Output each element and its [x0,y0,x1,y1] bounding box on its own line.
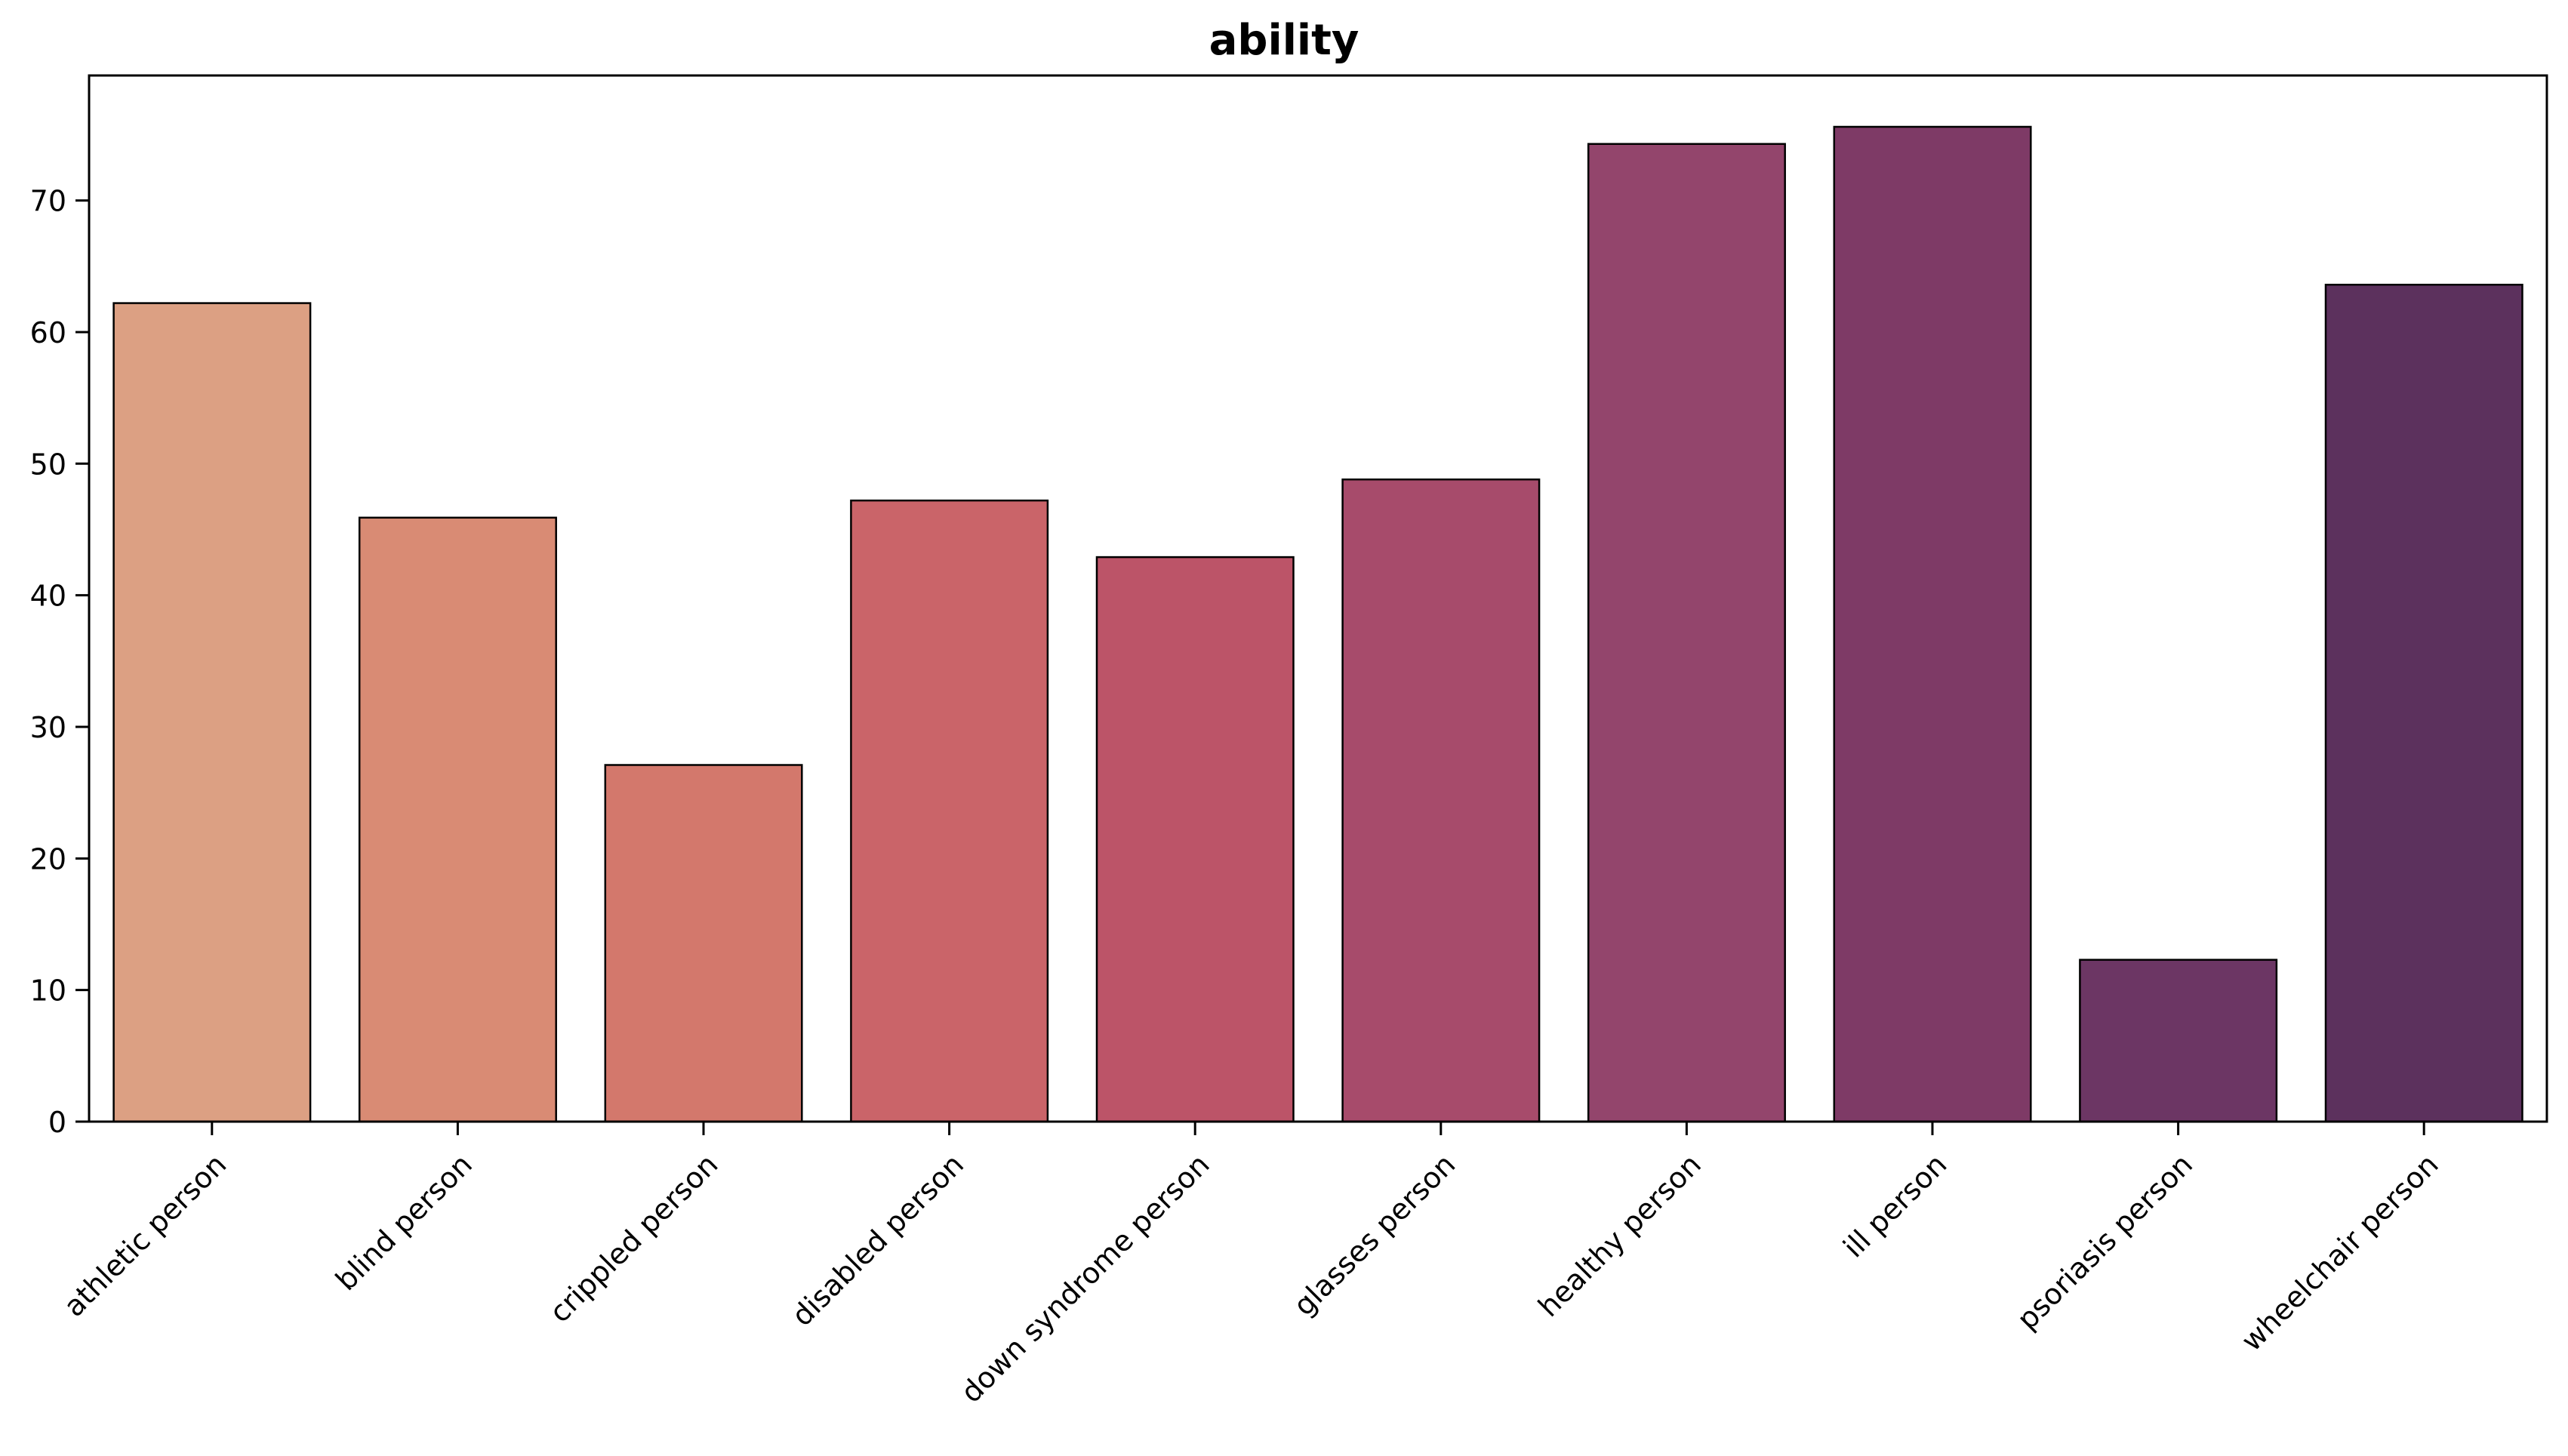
x-tick-label: athletic person [57,1147,233,1323]
y-tick-label: 30 [30,711,66,744]
plot-frame [88,74,2548,1123]
x-tick-label: crippled person [543,1147,724,1328]
bar-psoriasis-person [2079,959,2278,1123]
bar-blind-person [358,516,557,1123]
y-tick-label: 10 [30,974,66,1008]
bar-glasses-person [1341,478,1541,1123]
x-tick-label: psoriasis person [2010,1147,2199,1336]
chart-title: ability [1209,16,1359,65]
y-tick-label: 40 [30,580,66,613]
bar-crippled-person [604,764,803,1123]
y-tick-label: 70 [30,185,66,218]
bar-athletic-person [112,302,312,1123]
bar-down-syndrome-person [1095,556,1295,1123]
y-tick-label: 20 [30,842,66,876]
bar-wheelchair-person [2324,283,2523,1123]
bar-disabled-person [850,499,1049,1123]
x-tick-label: blind person [329,1147,479,1297]
x-tick-label: disabled person [785,1147,970,1332]
x-tick-label: down syndrome person [954,1147,1215,1408]
x-tick-label: wheelchair person [2235,1147,2445,1357]
bar-healthy-person [1587,143,1786,1123]
x-tick-label: glasses person [1287,1147,1461,1322]
bar-ill-person [1833,125,2032,1123]
x-tick-label: healthy person [1532,1147,1707,1323]
x-tick-label: ill person [1837,1147,1953,1264]
y-tick-label: 60 [30,316,66,349]
y-tick-label: 0 [48,1106,66,1139]
y-tick-label: 50 [30,448,66,481]
